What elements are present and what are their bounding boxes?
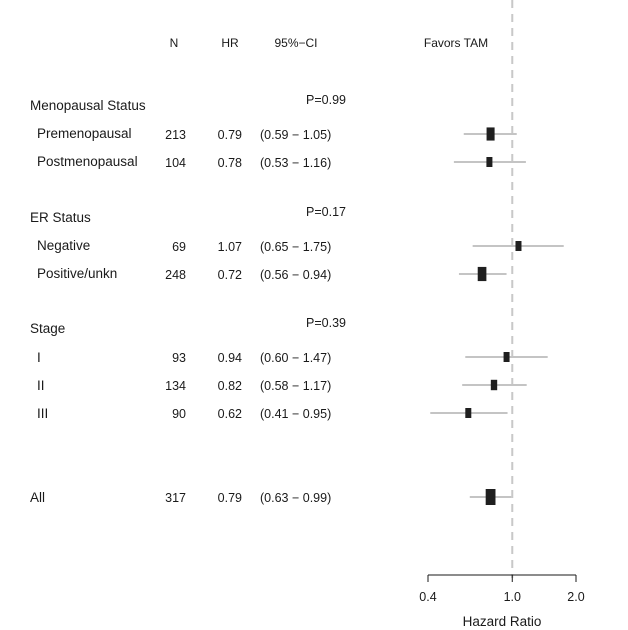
row-ci: (0.58 − 1.17) — [260, 379, 331, 393]
forest-row-2 — [472, 241, 564, 251]
forest-row-0 — [463, 127, 517, 141]
row-ci: (0.60 − 1.47) — [260, 351, 331, 365]
row-n: 90 — [172, 407, 186, 421]
forest-row-1 — [453, 157, 526, 167]
row-n: 248 — [165, 268, 186, 282]
row-n: 213 — [165, 128, 186, 142]
row-hr: 0.94 — [218, 351, 242, 365]
header-ci: 95%−CI — [274, 36, 317, 50]
hr-point — [486, 157, 493, 167]
overall-label: All — [30, 490, 45, 505]
group-label-menopausal: Menopausal Status — [30, 98, 146, 113]
hr-point — [490, 379, 498, 391]
forest-row-3 — [458, 266, 507, 282]
forest-row-overall — [469, 489, 512, 505]
x-tick-label: 1.0 — [504, 590, 521, 604]
row-n: 69 — [172, 240, 186, 254]
forest-row-6 — [430, 408, 508, 418]
row-ci: (0.53 − 1.16) — [260, 156, 331, 170]
row-label: Positive/unkn — [37, 266, 117, 281]
row-hr: 0.62 — [218, 407, 242, 421]
row-hr: 0.79 — [218, 128, 242, 142]
overall-ci: (0.63 − 0.99) — [260, 491, 331, 505]
row-label: Postmenopausal — [37, 154, 138, 169]
overall-n: 317 — [165, 491, 186, 505]
header-n: N — [170, 36, 179, 50]
forest-row-5 — [462, 379, 527, 391]
group-pvalue-menopausal: P=0.99 — [306, 93, 346, 107]
hr-point — [515, 241, 522, 251]
forest-row-4 — [465, 352, 548, 362]
hr-point — [485, 489, 496, 505]
group-pvalue-er: P=0.17 — [306, 205, 346, 219]
header-favors: Favors TAM — [424, 36, 488, 50]
row-label: III — [37, 406, 48, 421]
row-label: Premenopausal — [37, 126, 132, 141]
x-tick-label: 0.4 — [419, 590, 436, 604]
row-ci: (0.65 − 1.75) — [260, 240, 331, 254]
row-ci: (0.41 − 0.95) — [260, 407, 331, 421]
row-label: II — [37, 378, 45, 393]
hr-point — [486, 127, 495, 141]
overall-hr: 0.79 — [218, 491, 242, 505]
hr-point — [503, 352, 510, 362]
x-axis-title: Hazard Ratio — [463, 614, 542, 629]
group-pvalue-stage: P=0.39 — [306, 316, 346, 330]
row-ci: (0.56 − 0.94) — [260, 268, 331, 282]
x-axis: 0.4 1.0 2.0 — [419, 574, 585, 604]
row-hr: 0.72 — [218, 268, 242, 282]
group-label-stage: Stage — [30, 321, 65, 336]
forest-marks — [430, 127, 564, 505]
header-hr: HR — [221, 36, 239, 50]
x-tick-label: 2.0 — [567, 590, 584, 604]
hr-point — [465, 408, 472, 418]
hr-point — [477, 266, 487, 282]
row-ci: (0.59 − 1.05) — [260, 128, 331, 142]
row-hr: 1.07 — [218, 240, 242, 254]
row-label: I — [37, 350, 41, 365]
row-n: 134 — [165, 379, 186, 393]
row-n: 93 — [172, 351, 186, 365]
row-label: Negative — [37, 238, 90, 253]
row-hr: 0.78 — [218, 156, 242, 170]
row-hr: 0.82 — [218, 379, 242, 393]
row-n: 104 — [165, 156, 186, 170]
group-label-er: ER Status — [30, 210, 91, 225]
